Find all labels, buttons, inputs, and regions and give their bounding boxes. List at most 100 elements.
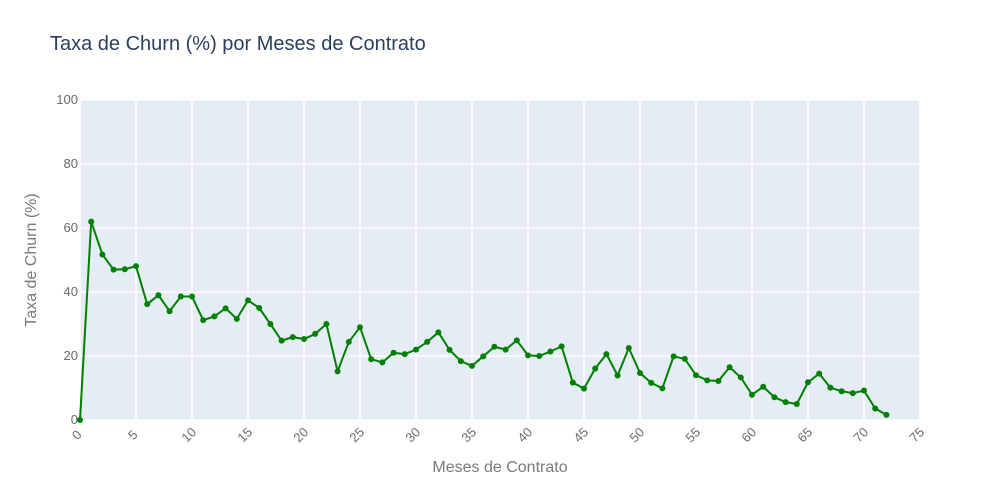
data-point — [793, 401, 800, 407]
data-point — [670, 353, 677, 360]
data-point — [816, 370, 823, 377]
y-tick-label: 0 — [71, 412, 78, 427]
data-point — [693, 372, 699, 379]
data-point — [177, 293, 184, 300]
x-tick-label: 30 — [402, 424, 423, 445]
data-point — [737, 374, 744, 381]
x-tick-label: 20 — [290, 424, 311, 445]
data-point — [289, 334, 296, 341]
data-point — [424, 338, 431, 345]
data-point — [301, 336, 307, 343]
data-point — [88, 218, 95, 225]
data-point — [121, 266, 128, 273]
data-point — [603, 351, 610, 358]
data-point — [592, 365, 599, 372]
data-point — [782, 399, 789, 406]
y-tick-label: 100 — [56, 92, 78, 107]
data-point — [547, 348, 554, 355]
data-point — [357, 324, 363, 331]
data-point — [749, 391, 755, 398]
churn-series — [77, 218, 890, 423]
data-point — [133, 263, 139, 270]
x-tick-labels: 0 5 10 15 20 25 30 35 40 45 50 55 60 65 70 75 — [69, 424, 927, 445]
data-point — [222, 305, 229, 312]
data-point — [581, 385, 587, 392]
data-point — [625, 345, 632, 351]
x-axis-title: Meses de Contrato — [432, 459, 567, 476]
data-point — [345, 338, 352, 345]
data-point — [849, 390, 856, 397]
data-point — [77, 417, 83, 423]
data-point — [502, 346, 509, 353]
data-point — [827, 384, 834, 391]
data-point — [648, 379, 655, 386]
data-point — [256, 305, 263, 311]
y-axis-title: Taxa de Churn (%) — [23, 193, 40, 326]
data-point — [211, 313, 218, 320]
data-point — [446, 346, 453, 353]
data-point — [536, 353, 543, 359]
x-tick-label: 40 — [514, 424, 535, 445]
y-tick-label: 80 — [64, 156, 78, 171]
data-point — [513, 337, 520, 344]
x-tick-label: 10 — [178, 424, 199, 445]
data-point — [872, 405, 879, 412]
data-point — [704, 377, 711, 384]
data-point — [312, 330, 319, 337]
data-point — [401, 351, 408, 358]
data-point — [614, 372, 621, 379]
x-tick-label: 5 — [125, 427, 141, 443]
data-point — [323, 321, 330, 327]
data-point — [760, 383, 767, 390]
data-point — [245, 297, 251, 304]
data-point — [166, 308, 173, 315]
data-point — [334, 368, 341, 375]
x-tick-label: 50 — [626, 424, 647, 445]
data-point — [726, 364, 733, 371]
data-point — [681, 355, 688, 362]
data-point — [659, 385, 666, 392]
data-point — [715, 377, 722, 384]
data-point — [569, 379, 576, 386]
x-tick-label: 25 — [346, 424, 367, 445]
data-point — [155, 292, 162, 299]
data-point — [771, 394, 778, 401]
data-point — [491, 343, 498, 350]
x-tick-label: 70 — [850, 424, 871, 445]
data-point — [233, 315, 240, 322]
data-point — [99, 251, 106, 258]
chart-title: Taxa de Churn (%) por Meses de Contrato — [50, 33, 426, 55]
data-point — [189, 293, 195, 300]
data-point — [480, 353, 487, 360]
data-point — [413, 346, 419, 353]
x-tick-label: 0 — [69, 427, 85, 443]
y-tick-label: 60 — [64, 220, 78, 235]
plot-area — [80, 100, 920, 420]
data-point — [805, 379, 811, 386]
data-point — [390, 349, 397, 356]
data-point — [838, 388, 845, 395]
x-tick-label: 65 — [794, 424, 815, 445]
x-tick-label: 60 — [738, 424, 759, 445]
x-tick-label: 15 — [234, 424, 255, 445]
data-point — [379, 359, 386, 366]
x-tick-label: 35 — [458, 424, 479, 445]
data-point — [435, 329, 442, 336]
data-point — [278, 337, 285, 344]
data-point — [144, 301, 151, 308]
data-point — [861, 387, 867, 394]
y-tick-labels: 0 20 40 60 80 100 — [56, 92, 78, 427]
x-tick-label: 45 — [570, 424, 591, 445]
data-point — [525, 352, 531, 359]
x-tick-label: 75 — [906, 424, 927, 445]
data-point — [110, 266, 117, 273]
data-point — [368, 356, 375, 363]
x-tick-label: 55 — [682, 424, 703, 445]
data-point — [558, 343, 565, 350]
data-point — [267, 321, 274, 327]
y-tick-label: 40 — [64, 284, 78, 299]
data-point — [637, 369, 643, 376]
data-point — [883, 411, 890, 418]
data-point — [469, 362, 475, 369]
